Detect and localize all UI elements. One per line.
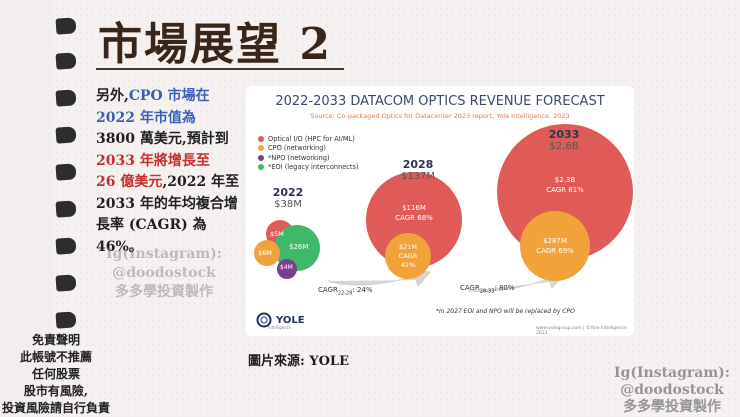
bubble-cagr: CAGR 68% bbox=[395, 214, 433, 222]
bubble-value: $287M bbox=[543, 237, 567, 245]
desc-highlight: 2033 年將增長至 bbox=[96, 152, 210, 169]
yole-logo-icon bbox=[256, 312, 272, 328]
yole-brand-text: YOLE bbox=[276, 314, 305, 326]
bubble-label: $26M bbox=[289, 243, 309, 251]
watermark-line: Ig(Instagram): bbox=[106, 246, 222, 262]
copyright-text: www.yolegroup.com | ©Yole Intelligence 2… bbox=[536, 326, 628, 336]
binder-hole-icon bbox=[55, 163, 77, 181]
year-label: 2033 bbox=[548, 128, 580, 141]
desc-highlight: 2022 年市值為 bbox=[96, 109, 196, 126]
bubble-label: $116M CAGR 68% bbox=[394, 203, 434, 223]
cagr-range: 28-33 bbox=[479, 288, 495, 295]
watermark-line: 多多學投資製作 bbox=[623, 399, 721, 415]
page-title: 市場展望 2 bbox=[98, 19, 332, 70]
desc-text: ,2022 年至 2033 年的年均複合增長率 (CAGR) 為 46%。 bbox=[96, 174, 240, 255]
bubble-chart bbox=[254, 124, 633, 292]
desc-highlight: 26 億美元 bbox=[96, 174, 163, 190]
legend-swatch bbox=[258, 145, 264, 152]
watermark-line: 多多學投資製作 bbox=[115, 284, 213, 300]
year-label: 2028 bbox=[402, 158, 434, 171]
disclaimer-line: 投資風險請自行負責 bbox=[1, 401, 110, 415]
cagr-value: : 80% bbox=[494, 284, 515, 292]
bubble-2033-cpo bbox=[520, 211, 590, 281]
bubble-label: $2.3B CAGR 81% bbox=[540, 175, 590, 195]
cagr-annotation: CAGR22-28: 24% bbox=[318, 286, 373, 296]
legend-item: *EOI (legacy interconnects) bbox=[258, 163, 359, 173]
bubble-label: $287M CAGR 69% bbox=[530, 236, 580, 256]
year-total: $38M bbox=[274, 199, 302, 210]
binder-hole-icon bbox=[55, 17, 77, 35]
bubble-value: $21M bbox=[398, 243, 417, 251]
cagr-text: CAGR bbox=[318, 286, 338, 294]
bubble-2028-cpo bbox=[385, 233, 431, 279]
desc-text: ,預計到 bbox=[181, 131, 229, 147]
watermark-right: Ig(Instagram): @doodostock 多多學投資製作 bbox=[612, 365, 732, 416]
bubble-label: $6M bbox=[258, 249, 272, 257]
yole-subtext: Intelligence bbox=[268, 325, 292, 330]
year-label: 2022 bbox=[272, 186, 304, 199]
disclaimer-line: 任何股票 bbox=[31, 367, 80, 381]
bubble-cagr: CAGR 81% bbox=[546, 186, 584, 194]
bubble-value: $2.3B bbox=[554, 176, 576, 184]
chart-title: 2022-2033 DATACOM OPTICS REVENUE FORECAS… bbox=[275, 94, 605, 109]
legend-swatch bbox=[258, 164, 264, 171]
legend-label: *EOI (legacy interconnects) bbox=[268, 163, 359, 172]
cagr-annotation: CAGR28-33: 80% bbox=[460, 284, 515, 294]
forecast-chart-card: 2022-2033 DATACOM OPTICS REVENUE FORECAS… bbox=[246, 86, 634, 336]
binder-hole-icon bbox=[55, 237, 77, 255]
bubble-cagr: CAGR bbox=[398, 252, 418, 260]
binder-hole-icon bbox=[55, 52, 77, 70]
desc-text: 另外, bbox=[96, 88, 129, 104]
title-underline bbox=[96, 68, 344, 70]
disclaimer-line: 股市有風險, bbox=[23, 384, 89, 398]
bubble-label: $21M CAGR 41% bbox=[392, 243, 424, 270]
legend-swatch bbox=[258, 135, 264, 142]
disclaimer-line: 此帳號不推薦 bbox=[19, 350, 92, 364]
legend-label: Optical I/O (HPC for AI/ML) bbox=[268, 134, 355, 143]
bubble-label: $5M bbox=[270, 230, 284, 238]
year-total: $2.6B bbox=[549, 141, 579, 152]
chart-footnote: *In 2027 EOI and NPO will be replaced by… bbox=[436, 308, 575, 315]
cagr-range: 22-28 bbox=[337, 290, 353, 297]
year-header-2033: 2033 $2.6B bbox=[539, 128, 589, 152]
binder-hole-icon bbox=[55, 89, 77, 107]
watermark-line: @doodostock bbox=[112, 265, 216, 281]
chart-subtitle: Source: Co-packaged Optics for Datacente… bbox=[310, 112, 570, 120]
year-header-2022: 2022 $38M bbox=[264, 186, 312, 210]
legend-item: CPO (networking) bbox=[258, 144, 359, 154]
bubble-value: $116M bbox=[402, 204, 426, 212]
yole-logo: YOLE bbox=[256, 312, 305, 328]
image-source-caption: 圖片來源: YOLE bbox=[248, 354, 349, 369]
binder-hole-icon bbox=[55, 311, 77, 329]
watermark-left: Ig(Instagram): @doodostock 多多學投資製作 bbox=[104, 245, 224, 302]
watermark-line: Ig(Instagram): bbox=[614, 365, 730, 381]
disclaimer: 免責聲明 此帳號不推薦 任何股票 股市有風險, 投資風險請自行負責 bbox=[0, 332, 112, 417]
cagr-text: CAGR bbox=[460, 284, 480, 292]
legend-label: *NPO (networking) bbox=[268, 153, 330, 162]
year-header-2028: 2028 $137M bbox=[394, 158, 442, 182]
bubble-2022-npo bbox=[277, 259, 297, 279]
cagr-value: : 24% bbox=[352, 286, 373, 294]
legend-item: Optical I/O (HPC for AI/ML) bbox=[258, 134, 359, 144]
desc-highlight: CPO 市場在 bbox=[128, 88, 210, 104]
binder-hole-icon bbox=[55, 274, 77, 292]
disclaimer-line: 免責聲明 bbox=[31, 333, 80, 347]
desc-text: 3800 萬美元 bbox=[96, 131, 182, 147]
legend-label: CPO (networking) bbox=[268, 144, 326, 153]
binder-hole-icon bbox=[55, 126, 77, 144]
watermark-line: @doodostock bbox=[620, 382, 724, 398]
bubble-label: $4M bbox=[280, 264, 293, 271]
bubble-cagr: CAGR 69% bbox=[536, 247, 574, 255]
bubble-cagr: 41% bbox=[400, 261, 416, 269]
bubble-2022-cpo bbox=[254, 240, 280, 266]
legend-swatch bbox=[258, 154, 264, 161]
year-total: $137M bbox=[400, 171, 436, 182]
chart-legend: Optical I/O (HPC for AI/ML) CPO (network… bbox=[258, 134, 359, 172]
binder-hole-icon bbox=[55, 200, 77, 218]
legend-item: *NPO (networking) bbox=[258, 153, 359, 163]
market-description: 另外,CPO 市場在 2022 年市值為 3800 萬美元,預計到 2033 年將增… bbox=[96, 86, 242, 258]
